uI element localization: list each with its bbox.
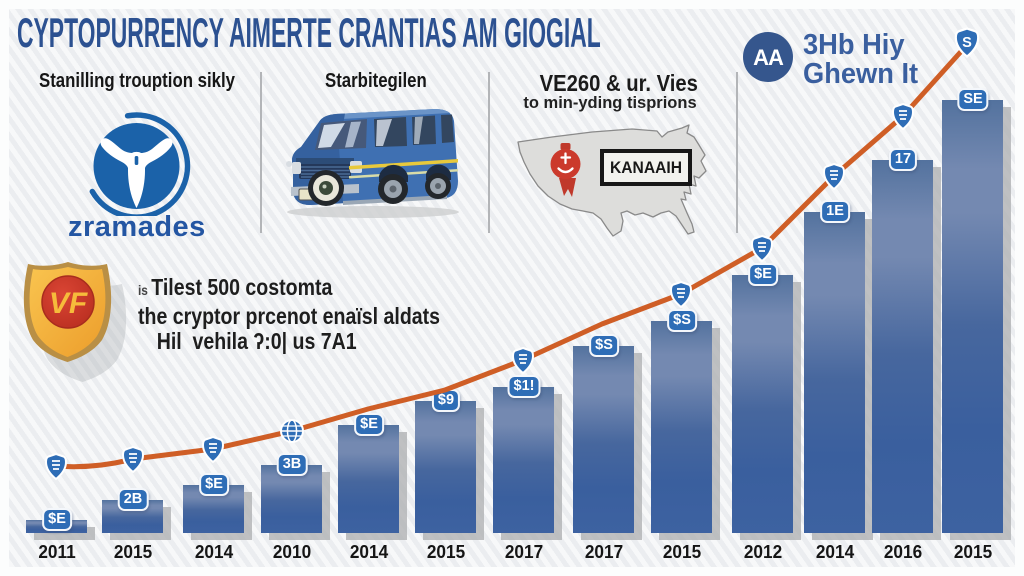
svg-text:VF: VF	[49, 287, 88, 320]
svg-text:KANAAIH: KANAAIH	[610, 158, 682, 177]
svg-text:S: S	[962, 35, 972, 51]
